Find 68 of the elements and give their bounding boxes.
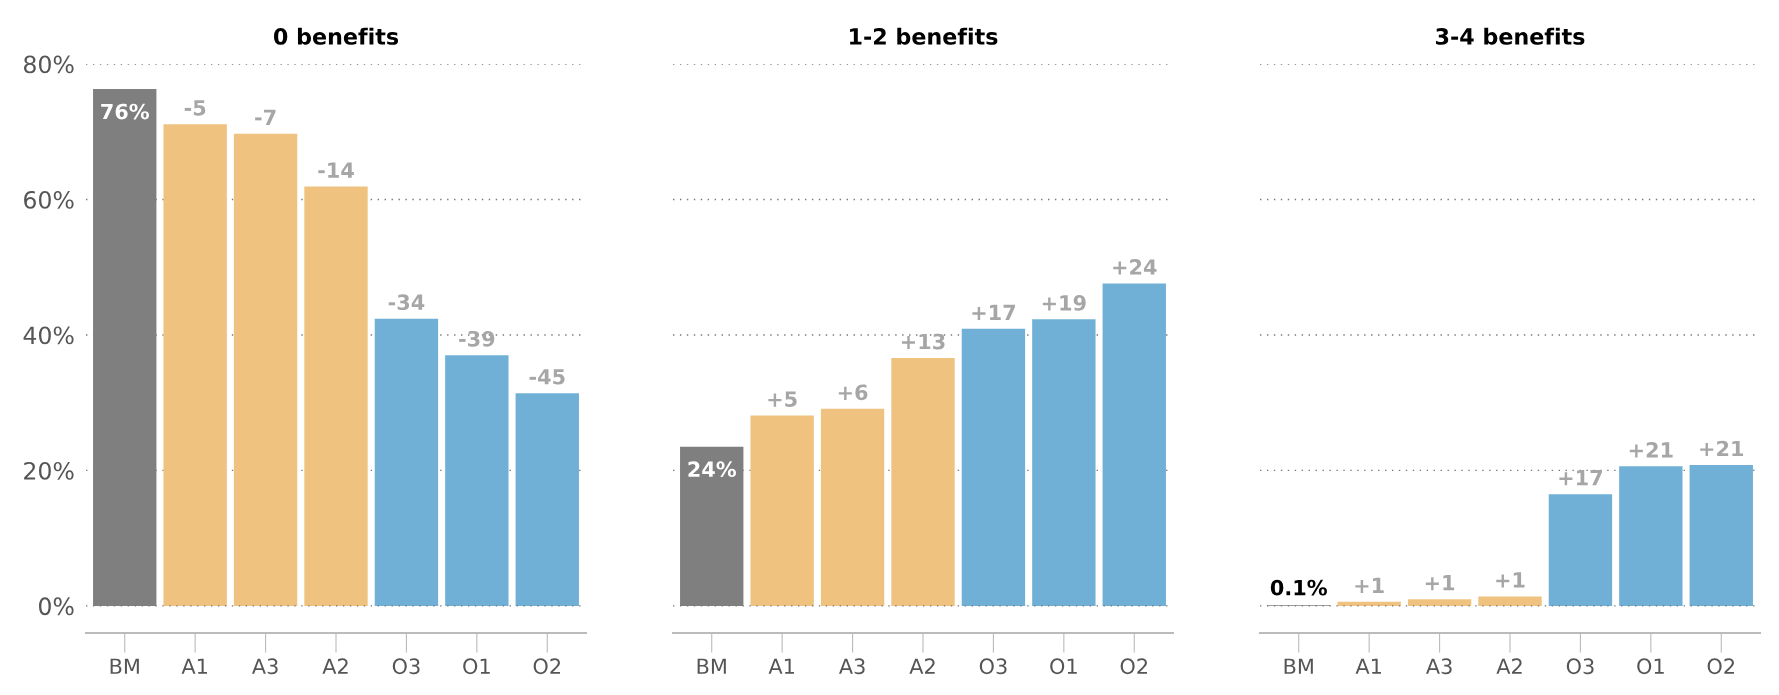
bar — [820, 408, 885, 606]
y-tick-label: 80% — [24, 55, 74, 74]
x-tick-label: A3 — [838, 658, 865, 675]
annotation: +21 — [1700, 440, 1744, 457]
x-tick-label: O3 — [1566, 658, 1594, 675]
bar — [961, 328, 1026, 606]
annotation: +1 — [1425, 575, 1455, 591]
x-tick-label: A2 — [1496, 658, 1522, 674]
x-tick-label: A2 — [909, 658, 935, 674]
bar — [1407, 599, 1472, 606]
bar — [1548, 494, 1613, 606]
x-tick-label: A3 — [251, 658, 278, 675]
data-label: 76% — [101, 103, 149, 120]
annotation: +13 — [901, 333, 945, 350]
x-tick-label: O1 — [463, 658, 490, 675]
bar — [163, 124, 227, 606]
x-tick-label: A2 — [322, 658, 348, 674]
bar — [233, 133, 298, 606]
annotation: -7 — [255, 109, 276, 125]
bar — [1337, 601, 1401, 606]
bar — [750, 415, 814, 606]
x-tick-label: A1 — [1355, 658, 1381, 674]
x-tick-label: BM — [697, 658, 726, 674]
annotation: -39 — [459, 330, 495, 347]
annotation: +6 — [838, 384, 868, 401]
annotation: -34 — [388, 294, 425, 311]
x-tick-label: O2 — [1707, 658, 1735, 675]
bar — [515, 393, 579, 606]
bar — [891, 357, 955, 606]
bar — [1032, 319, 1096, 606]
bar — [1102, 283, 1166, 606]
bar — [445, 355, 509, 606]
x-tick-label: O2 — [1120, 658, 1148, 675]
bar — [304, 186, 368, 606]
x-tick-label: BM — [1284, 658, 1313, 674]
annotation: -5 — [184, 100, 206, 116]
annotation: +24 — [1113, 259, 1157, 275]
data-label: 0.1% — [1270, 579, 1327, 596]
x-tick-label: O2 — [533, 658, 561, 675]
annotation: -45 — [529, 369, 565, 385]
x-tick-label: A1 — [181, 658, 207, 674]
bar — [374, 318, 439, 606]
annotation: +19 — [1042, 295, 1086, 311]
annotation: +17 — [1559, 470, 1602, 486]
x-tick-label: O3 — [392, 658, 420, 675]
annotation: +1 — [1496, 572, 1525, 588]
annotation: +1 — [1355, 577, 1384, 593]
y-tick-label: 40% — [23, 326, 74, 345]
annotation: +21 — [1629, 442, 1673, 458]
chart-title: 3-4 benefits — [1436, 27, 1585, 45]
y-tick-label: 0% — [38, 597, 74, 616]
data-label: 24% — [688, 461, 736, 478]
bar — [1619, 466, 1683, 606]
bar — [1478, 596, 1542, 606]
x-tick-label: O1 — [1637, 658, 1664, 675]
annotation: -14 — [318, 162, 354, 178]
x-tick-label: A1 — [768, 658, 794, 674]
x-tick-label: O3 — [979, 658, 1007, 675]
annotation: +5 — [768, 391, 797, 407]
y-tick-label: 20% — [24, 461, 74, 480]
x-tick-label: O1 — [1050, 658, 1077, 675]
x-tick-label: A3 — [1425, 658, 1452, 675]
y-tick-label: 60% — [24, 190, 74, 209]
chart-title: 1-2 benefits — [850, 27, 998, 45]
chart-title: 0 benefits — [273, 27, 399, 45]
bar — [1689, 465, 1753, 606]
annotation: +17 — [972, 304, 1015, 320]
x-tick-label: BM — [110, 658, 139, 674]
